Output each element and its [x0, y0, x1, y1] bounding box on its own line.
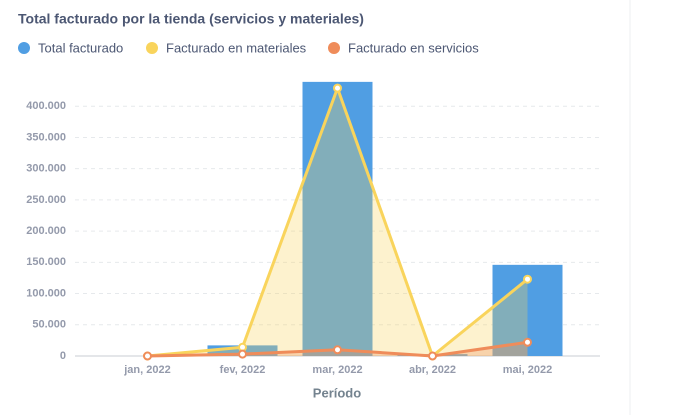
- x-tick-label: abr, 2022: [409, 364, 456, 376]
- point: [428, 351, 437, 361]
- legend-label: Facturado en materiales: [166, 40, 307, 55]
- point: [523, 274, 532, 284]
- legend-marker: [18, 42, 30, 54]
- x-tick-label: fev, 2022: [220, 364, 266, 376]
- x-tick-label: mar, 2022: [312, 364, 362, 376]
- point: [333, 345, 342, 355]
- point: [333, 83, 342, 93]
- y-tick-label: 250.000: [26, 194, 66, 206]
- y-tick-label: 150.000: [26, 256, 66, 268]
- legend-marker: [328, 42, 340, 54]
- x-tick-label: mai, 2022: [503, 364, 553, 376]
- y-tick-label: 50.000: [32, 319, 66, 331]
- legend-marker: [146, 42, 158, 54]
- x-axis-label: Período: [313, 385, 361, 400]
- y-tick-label: 200.000: [26, 225, 66, 237]
- y-tick-label: 0: [60, 350, 66, 362]
- point: [143, 351, 152, 361]
- y-tick-label: 100.000: [26, 287, 66, 299]
- legend: Total facturado Facturado en materiales Fa…: [18, 40, 479, 55]
- legend-label: Facturado en servicios: [348, 40, 479, 55]
- y-tick-label: 350.000: [26, 131, 66, 143]
- y-tick-label: 300.000: [26, 163, 66, 175]
- point: [238, 349, 247, 359]
- area: [147, 88, 528, 356]
- y-tick-label: 400.000: [26, 100, 66, 112]
- bar: [302, 81, 373, 356]
- x-tick-label: jan, 2022: [123, 364, 170, 376]
- chart-title: Total facturado por la tienda (servicios…: [18, 11, 364, 27]
- point: [523, 337, 532, 347]
- legend-label: Total facturado: [38, 40, 123, 55]
